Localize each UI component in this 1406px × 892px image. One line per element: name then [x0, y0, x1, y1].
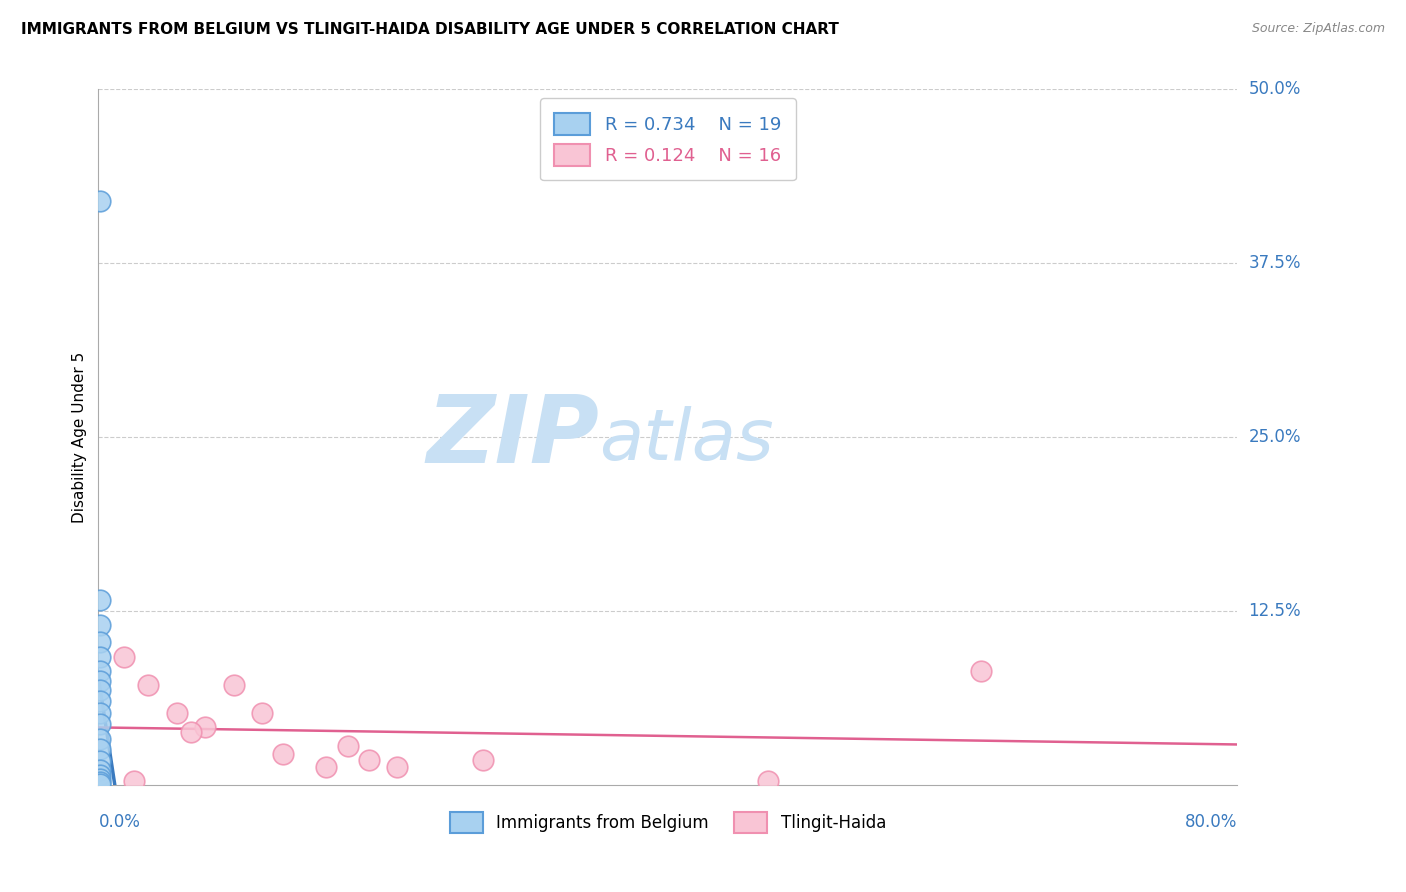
Point [89, 683, 111, 698]
Y-axis label: Disability Age Under 5: Disability Age Under 5 [72, 351, 87, 523]
Point [194, 719, 217, 733]
Legend: Immigrants from Belgium, Tlingit-Haida: Immigrants from Belgium, Tlingit-Haida [443, 805, 893, 839]
Point [112, 649, 135, 664]
Point [315, 760, 337, 774]
Text: 0.0%: 0.0% [98, 813, 141, 830]
Point [89, 772, 111, 787]
Point [89, 741, 111, 756]
Point [89, 649, 111, 664]
Point [89, 593, 111, 607]
Point [89, 194, 111, 208]
Point [89, 694, 111, 708]
Point [273, 747, 295, 762]
Point [89, 664, 111, 678]
Point [89, 618, 111, 632]
Text: ZIP: ZIP [426, 391, 599, 483]
Point [89, 763, 111, 777]
Point [250, 706, 273, 720]
Point [89, 716, 111, 731]
Point [89, 673, 111, 688]
Point [336, 739, 359, 753]
Point [970, 664, 993, 678]
Point [756, 773, 779, 788]
Point [136, 678, 159, 692]
Point [89, 634, 111, 648]
Point [166, 706, 188, 720]
Point [89, 706, 111, 720]
Point [471, 753, 494, 767]
Text: 12.5%: 12.5% [1249, 602, 1301, 620]
Point [357, 753, 380, 767]
Point [180, 725, 202, 739]
Text: 80.0%: 80.0% [1185, 813, 1237, 830]
Point [387, 760, 409, 774]
Point [89, 775, 111, 789]
Text: Source: ZipAtlas.com: Source: ZipAtlas.com [1251, 22, 1385, 36]
Point [89, 732, 111, 747]
Point [222, 678, 245, 692]
Text: 37.5%: 37.5% [1249, 254, 1301, 272]
Text: atlas: atlas [599, 406, 775, 475]
Text: 25.0%: 25.0% [1249, 428, 1301, 446]
Point [122, 773, 145, 788]
Point [89, 754, 111, 768]
Point [89, 768, 111, 782]
Text: 50.0%: 50.0% [1249, 80, 1301, 98]
Text: IMMIGRANTS FROM BELGIUM VS TLINGIT-HAIDA DISABILITY AGE UNDER 5 CORRELATION CHAR: IMMIGRANTS FROM BELGIUM VS TLINGIT-HAIDA… [21, 22, 839, 37]
Point [89, 776, 111, 790]
